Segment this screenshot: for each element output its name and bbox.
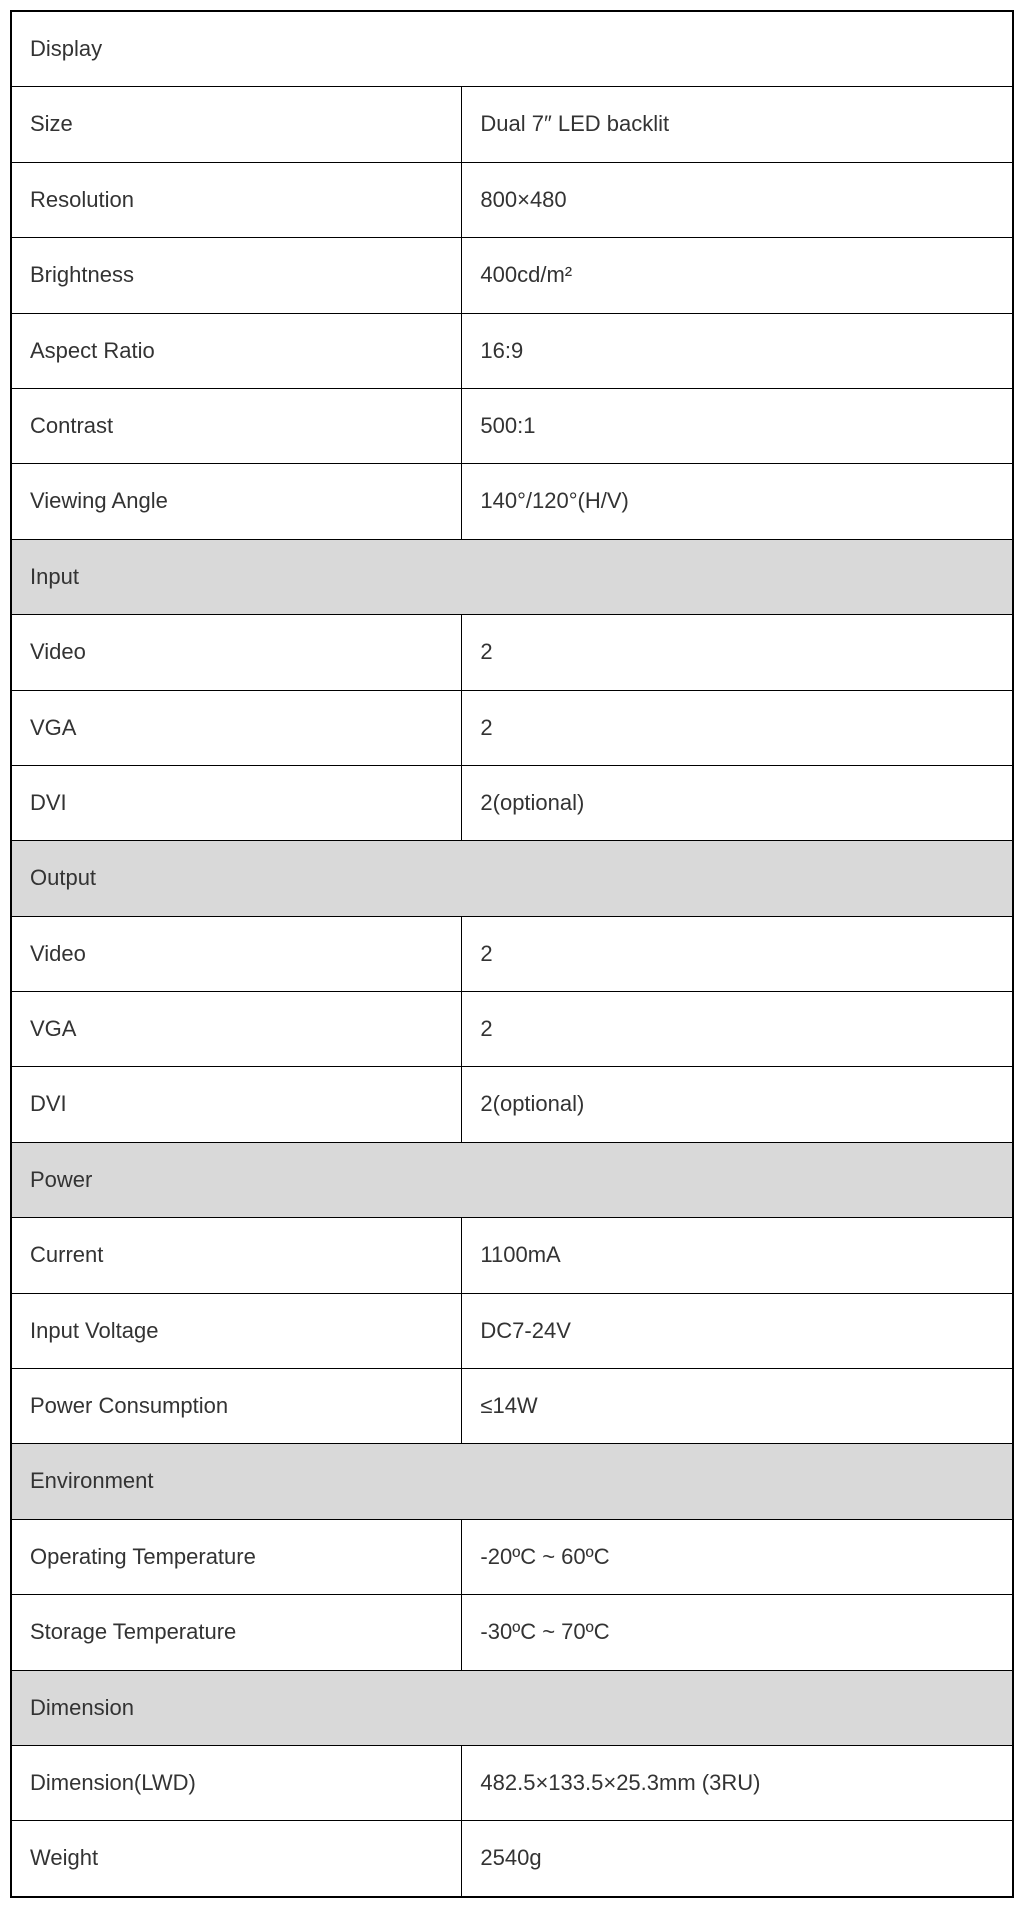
- spec-label: Size: [11, 87, 462, 162]
- spec-label: Viewing Angle: [11, 464, 462, 539]
- spec-value: 16:9: [462, 313, 1013, 388]
- spec-label: Current: [11, 1218, 462, 1293]
- spec-label: Brightness: [11, 238, 462, 313]
- section-header: Input: [11, 539, 1013, 614]
- spec-label: Contrast: [11, 388, 462, 463]
- spec-label: Power Consumption: [11, 1369, 462, 1444]
- spec-value: 2: [462, 690, 1013, 765]
- spec-value: -30ºC ~ 70ºC: [462, 1595, 1013, 1670]
- spec-label: VGA: [11, 690, 462, 765]
- spec-value: 2: [462, 992, 1013, 1067]
- spec-value: 1100mA: [462, 1218, 1013, 1293]
- spec-row: Aspect Ratio 16:9: [11, 313, 1013, 388]
- spec-row: Storage Temperature -30ºC ~ 70ºC: [11, 1595, 1013, 1670]
- spec-row: VGA 2: [11, 690, 1013, 765]
- spec-value: 2(optional): [462, 1067, 1013, 1142]
- section-title: Output: [11, 841, 1013, 916]
- section-header: Display: [11, 11, 1013, 87]
- spec-label: Storage Temperature: [11, 1595, 462, 1670]
- spec-value: 2540g: [462, 1821, 1013, 1897]
- spec-label: Video: [11, 916, 462, 991]
- spec-row: Current 1100mA: [11, 1218, 1013, 1293]
- section-title: Dimension: [11, 1670, 1013, 1745]
- section-header: Dimension: [11, 1670, 1013, 1745]
- spec-row: Power Consumption ≤14W: [11, 1369, 1013, 1444]
- spec-row: Brightness 400cd/m²: [11, 238, 1013, 313]
- spec-row: DVI 2(optional): [11, 765, 1013, 840]
- spec-value: 2(optional): [462, 765, 1013, 840]
- spec-row: Dimension(LWD) 482.5×133.5×25.3mm (3RU): [11, 1745, 1013, 1820]
- spec-row: Resolution 800×480: [11, 162, 1013, 237]
- spec-value: 2: [462, 916, 1013, 991]
- spec-row: Input Voltage DC7-24V: [11, 1293, 1013, 1368]
- spec-value: 400cd/m²: [462, 238, 1013, 313]
- spec-value: DC7-24V: [462, 1293, 1013, 1368]
- section-title: Display: [11, 11, 1013, 87]
- spec-value: 140°/120°(H/V): [462, 464, 1013, 539]
- section-title: Input: [11, 539, 1013, 614]
- section-header: Output: [11, 841, 1013, 916]
- spec-row: DVI 2(optional): [11, 1067, 1013, 1142]
- spec-label: Input Voltage: [11, 1293, 462, 1368]
- spec-row: Size Dual 7″ LED backlit: [11, 87, 1013, 162]
- spec-value: 2: [462, 615, 1013, 690]
- spec-value: ≤14W: [462, 1369, 1013, 1444]
- spec-row: VGA 2: [11, 992, 1013, 1067]
- spec-value: 482.5×133.5×25.3mm (3RU): [462, 1745, 1013, 1820]
- spec-value: 800×480: [462, 162, 1013, 237]
- spec-value: 500:1: [462, 388, 1013, 463]
- spec-label: Video: [11, 615, 462, 690]
- spec-table: Display Size Dual 7″ LED backlit Resolut…: [10, 10, 1014, 1898]
- section-title: Power: [11, 1142, 1013, 1217]
- spec-label: Dimension(LWD): [11, 1745, 462, 1820]
- spec-value: -20ºC ~ 60ºC: [462, 1519, 1013, 1594]
- section-header: Environment: [11, 1444, 1013, 1519]
- section-title: Environment: [11, 1444, 1013, 1519]
- spec-table-body: Display Size Dual 7″ LED backlit Resolut…: [11, 11, 1013, 1897]
- spec-label: VGA: [11, 992, 462, 1067]
- spec-label: DVI: [11, 1067, 462, 1142]
- spec-label: Weight: [11, 1821, 462, 1897]
- spec-row: Video 2: [11, 615, 1013, 690]
- spec-row: Viewing Angle 140°/120°(H/V): [11, 464, 1013, 539]
- spec-label: Resolution: [11, 162, 462, 237]
- spec-label: DVI: [11, 765, 462, 840]
- section-header: Power: [11, 1142, 1013, 1217]
- spec-row: Contrast 500:1: [11, 388, 1013, 463]
- spec-row: Weight 2540g: [11, 1821, 1013, 1897]
- spec-label: Operating Temperature: [11, 1519, 462, 1594]
- spec-value: Dual 7″ LED backlit: [462, 87, 1013, 162]
- spec-label: Aspect Ratio: [11, 313, 462, 388]
- spec-row: Operating Temperature -20ºC ~ 60ºC: [11, 1519, 1013, 1594]
- spec-row: Video 2: [11, 916, 1013, 991]
